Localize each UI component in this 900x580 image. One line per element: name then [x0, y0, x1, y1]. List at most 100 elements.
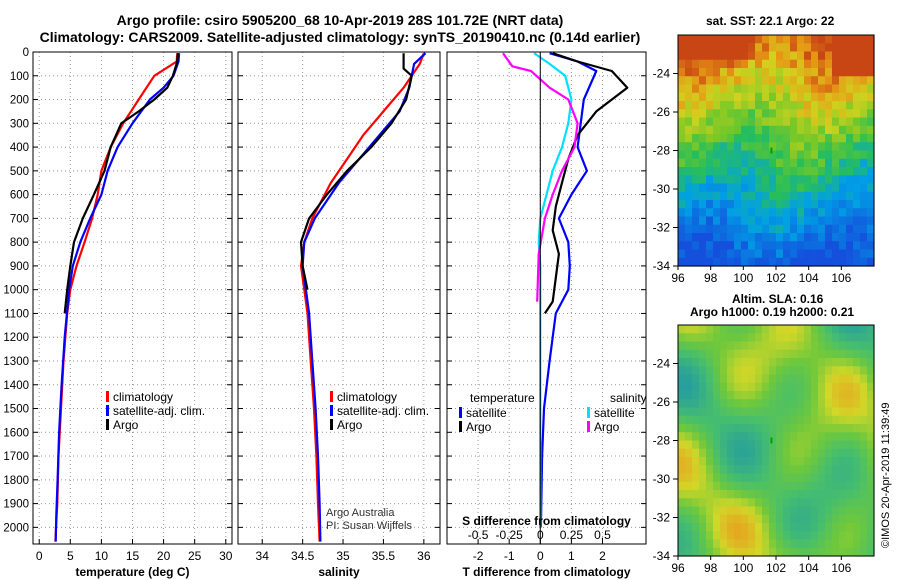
heatmap-cell	[748, 415, 756, 425]
x-tick-label: 102	[766, 271, 786, 285]
heatmap-cell	[804, 233, 812, 242]
heatmap-cell	[720, 407, 728, 417]
heatmap-cell	[755, 216, 763, 226]
heatmap-cell	[853, 76, 861, 86]
heatmap-cell	[818, 134, 826, 143]
heatmap-cell	[699, 465, 707, 475]
heatmap-cell	[846, 233, 854, 242]
heatmap-cell	[846, 142, 854, 152]
heatmap-cell	[797, 142, 805, 152]
heatmap-cell	[769, 257, 777, 267]
heatmap-cell	[769, 76, 777, 86]
heatmap-cell	[811, 490, 819, 499]
heatmap-cell	[839, 76, 847, 86]
heatmap-cell	[720, 35, 728, 44]
heatmap-cell	[692, 101, 700, 110]
heatmap-cell	[699, 399, 707, 409]
heatmap-cell	[853, 117, 861, 127]
heatmap-cell	[699, 76, 707, 86]
heatmap-cell	[867, 233, 875, 242]
heatmap-cell	[734, 117, 742, 127]
heatmap-cell	[825, 349, 833, 359]
heatmap-cell	[706, 523, 714, 532]
heatmap-cell	[832, 374, 840, 384]
heatmap-cell	[678, 233, 686, 242]
heatmap-cell	[776, 167, 784, 176]
heatmap-cell	[867, 448, 875, 458]
heatmap-cell	[741, 415, 749, 425]
heatmap-cell	[797, 208, 805, 218]
heatmap-cell	[853, 457, 861, 466]
heatmap-cell	[713, 457, 721, 466]
heatmap-cell	[678, 241, 686, 251]
heatmap-cell	[706, 366, 714, 376]
heatmap-cell	[804, 432, 812, 442]
y-tick-label: 700	[10, 213, 29, 225]
heatmap-cell	[825, 498, 833, 508]
heatmap-cell	[867, 382, 875, 392]
heatmap-cell	[720, 208, 728, 218]
heatmap-cell	[797, 366, 805, 376]
heatmap-cell	[713, 134, 721, 143]
heatmap-cell	[804, 457, 812, 466]
heatmap-cell	[804, 399, 812, 409]
heatmap-cell	[685, 490, 693, 499]
heatmap-cell	[713, 424, 721, 433]
heatmap-cell	[860, 43, 868, 53]
heatmap-cell	[853, 498, 861, 508]
heatmap-cell	[804, 473, 812, 483]
heatmap-cell	[804, 125, 812, 135]
heatmap-cell	[790, 333, 798, 343]
heatmap-cell	[860, 440, 868, 450]
heatmap-cell	[699, 523, 707, 532]
heatmap-cell	[713, 51, 721, 61]
heatmap-cell	[790, 76, 798, 86]
heatmap-cell	[804, 523, 812, 532]
heatmap-cell	[685, 432, 693, 442]
heatmap-cell	[860, 59, 868, 69]
heatmap-cell	[790, 208, 798, 218]
heatmap-cell	[867, 457, 875, 466]
heatmap-cell	[692, 424, 700, 433]
heatmap-cell	[762, 547, 770, 557]
heatmap-cell	[776, 191, 784, 201]
heatmap-cell	[713, 35, 721, 44]
heatmap-cell	[692, 84, 700, 94]
heatmap-cell	[769, 490, 777, 499]
heatmap-cell	[790, 481, 798, 491]
heatmap-cell	[832, 514, 840, 524]
heatmap-cell	[839, 216, 847, 226]
heatmap-cell	[720, 150, 728, 160]
heatmap-cell	[804, 84, 812, 94]
heatmap-cell	[748, 150, 756, 160]
heatmap-cell	[741, 465, 749, 475]
heatmap-cell	[741, 150, 749, 160]
heatmap-cell	[720, 457, 728, 466]
heatmap-cell	[720, 200, 728, 209]
heatmap-cell	[832, 341, 840, 351]
heatmap-cell	[720, 473, 728, 483]
heatmap-cell	[776, 224, 784, 234]
heatmap-cell	[790, 158, 798, 168]
heatmap-cell	[755, 539, 763, 549]
heatmap-cell	[776, 134, 784, 143]
heatmap-cell	[825, 92, 833, 102]
heatmap-cell	[839, 349, 847, 359]
heatmap-cell	[685, 407, 693, 417]
heatmap-cell	[685, 399, 693, 409]
heatmap-cell	[769, 158, 777, 168]
heatmap-cell	[832, 76, 840, 86]
heatmap-cell	[867, 399, 875, 409]
heatmap-cell	[762, 514, 770, 524]
heatmap-cell	[727, 257, 735, 267]
heatmap-cell	[839, 366, 847, 376]
heatmap-cell	[706, 473, 714, 483]
heatmap-cell	[685, 117, 693, 127]
heatmap-cell	[776, 407, 784, 417]
heatmap-cell	[846, 150, 854, 160]
heatmap-cell	[692, 473, 700, 483]
heatmap-cell	[846, 224, 854, 234]
heatmap-cell	[748, 101, 756, 110]
heatmap-cell	[720, 531, 728, 541]
heatmap-cell	[860, 506, 868, 516]
